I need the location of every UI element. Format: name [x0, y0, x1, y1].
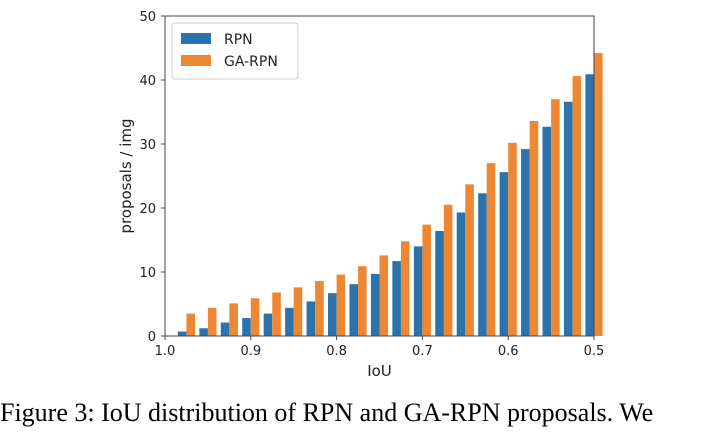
bar-ga-rpn [315, 281, 324, 336]
x-tick-label: 0.8 [326, 344, 347, 359]
x-tick-label: 0.6 [498, 344, 519, 359]
bar-rpn [242, 318, 251, 336]
bar-ga-rpn [358, 266, 367, 336]
bar-ga-rpn [530, 121, 539, 336]
x-tick-label: 0.9 [240, 344, 261, 359]
legend-label-rpn: RPN [224, 32, 253, 48]
bar-rpn [264, 314, 273, 336]
bar-ga-rpn [401, 241, 410, 336]
x-tick-label: 0.7 [412, 344, 433, 359]
y-tick-label: 50 [139, 10, 156, 25]
bar-ga-rpn [444, 205, 453, 336]
bar-ga-rpn [573, 76, 582, 336]
bar-rpn [457, 212, 466, 336]
bar-rpn [349, 284, 358, 336]
bar-ga-rpn [551, 99, 560, 336]
bar-ga-rpn [337, 275, 346, 336]
bar-rpn [178, 332, 187, 336]
bar-ga-rpn [208, 308, 217, 336]
bar-rpn [199, 328, 208, 336]
bar-rpn [435, 231, 444, 336]
bar-ga-rpn [294, 287, 303, 336]
chart: 1.0 0.9 0.8 0.7 0.6 0.5 0 10 20 30 40 50 IoU propos… [0, 0, 720, 395]
bar-rpn [585, 74, 594, 336]
bar-ga-rpn [487, 163, 496, 336]
bar-ga-rpn [186, 314, 195, 336]
x-axis-label: IoU [367, 362, 392, 380]
y-tick-label: 40 [139, 74, 156, 89]
bar-rpn [221, 323, 230, 336]
y-tick-label: 20 [139, 202, 156, 217]
bar-rpn [307, 301, 316, 336]
bar-rpn [564, 102, 573, 336]
bar-ga-rpn [594, 53, 603, 336]
bar-rpn [414, 246, 423, 336]
bar-ga-rpn [380, 255, 389, 336]
bar-ga-rpn [229, 303, 238, 336]
bar-rpn [371, 274, 380, 336]
bar-ga-rpn [251, 298, 260, 336]
bar-rpn [285, 308, 294, 336]
bar-ga-rpn [422, 225, 431, 336]
bars-layer [178, 53, 603, 336]
bar-ga-rpn [508, 143, 517, 336]
legend-label-ga-rpn: GA-RPN [224, 54, 278, 70]
legend-swatch-rpn [181, 33, 211, 44]
bar-ga-rpn [272, 292, 281, 336]
bar-rpn [478, 193, 487, 336]
bar-rpn [392, 261, 401, 336]
y-tick-label: 10 [139, 266, 156, 281]
bar-rpn [500, 172, 509, 336]
y-tick-label: 30 [139, 138, 156, 153]
bar-rpn [543, 127, 552, 336]
legend: RPN GA-RPN [172, 23, 298, 79]
bar-rpn [328, 293, 337, 336]
figure-caption: Figure 3: IoU distribution of RPN and GA… [0, 398, 720, 428]
x-tick-label: 0.5 [584, 344, 605, 359]
y-axis-label: proposals / img [117, 118, 135, 233]
bar-rpn [521, 149, 530, 336]
legend-swatch-ga-rpn [181, 55, 211, 66]
x-tick-label: 1.0 [155, 344, 176, 359]
y-tick-label: 0 [148, 330, 156, 345]
bar-ga-rpn [465, 184, 474, 336]
